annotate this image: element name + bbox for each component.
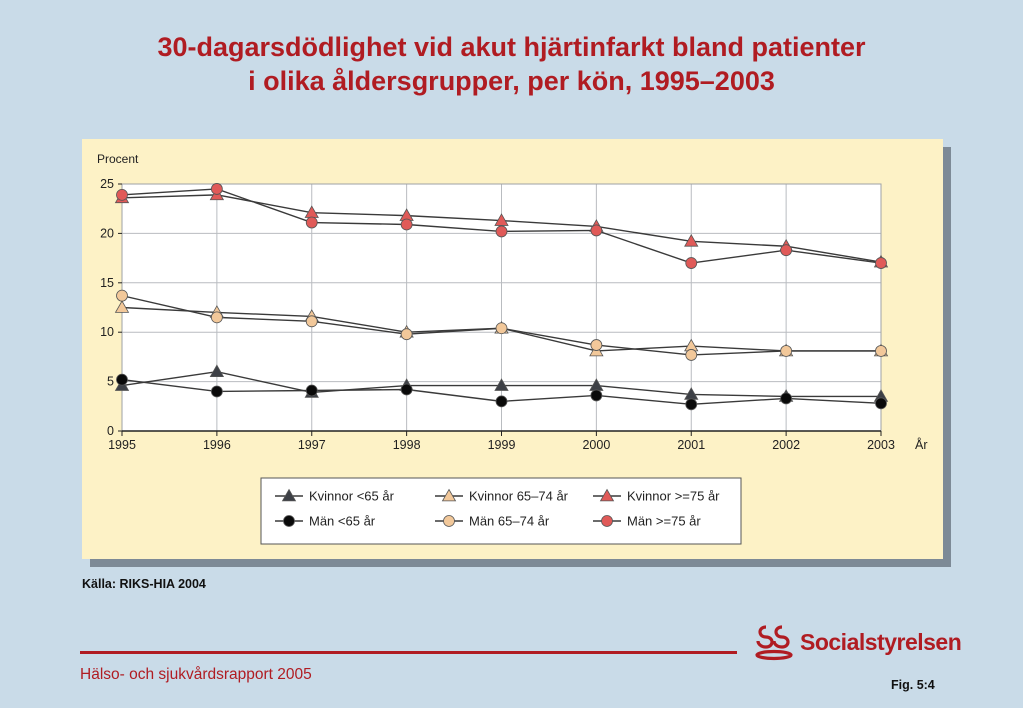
series-3-point [590,389,603,402]
socialstyrelsen-logo: Socialstyrelsen [752,617,962,661]
x-tick-label: 1996 [203,438,231,452]
logo-emblem-icon [755,625,793,661]
series-5-point [590,224,603,237]
legend-label: Kvinnor 65–74 år [469,489,569,504]
series-3-point [875,397,887,410]
title-line-2: i olika åldersgrupper, per kön, 1995–200… [248,66,775,96]
page-title: 30-dagarsdödlighet vid akut hjärtinfarkt… [0,30,1023,98]
footer-report-title: Hälso- och sjukvårdsrapport 2005 [80,666,312,683]
x-tick-label: 1998 [393,438,421,452]
y-tick-label: 10 [100,325,114,339]
series-4-point [400,328,413,341]
x-tick-label: 1999 [488,438,516,452]
series-5-point [305,216,318,229]
x-tick-label: 2001 [677,438,705,452]
x-tick-label: 1997 [298,438,326,452]
legend-label: Kvinnor >=75 år [627,489,720,504]
y-tick-label: 0 [107,424,114,438]
legend-marker [443,515,455,527]
legend-label: Män 65–74 år [469,514,550,529]
series-2-point [684,233,699,247]
series-5-point [875,257,887,269]
series-5-point [495,225,508,238]
series-5-point [780,244,793,257]
series-4-point [495,322,508,335]
y-tick-label: 15 [100,276,114,290]
series-4-point [875,345,887,357]
series-3-point [400,383,413,396]
series-1-point [114,300,130,313]
y-tick-label: 5 [107,375,114,389]
series-3-point [305,384,318,397]
y-tick-label: 25 [100,177,114,191]
x-axis-label: År [915,437,928,452]
series-5-point [116,188,128,201]
series-3-point [685,398,698,411]
series-4-point [780,345,793,357]
legend-label: Män >=75 år [627,514,701,529]
series-4-point [685,349,698,361]
legend-label: Kvinnor <65 år [309,489,395,504]
chart-panel: 0 5 10 15 20 25 1995 1996 1997 1998 1999 2000 2001 20… [82,139,943,559]
legend-marker [281,488,297,502]
series-0-point [494,378,509,391]
logo-text: Socialstyrelsen [800,629,962,655]
series-4-point [210,311,223,324]
x-tick-label: 2003 [867,438,895,452]
y-axis-label: Procent [97,152,139,166]
footer-divider [80,651,737,654]
x-tick-label: 2000 [582,438,610,452]
y-tick-label: 20 [100,226,114,240]
series-5-point [685,257,698,269]
series-5-point [210,183,223,195]
series-3-point [495,395,508,408]
x-tick-label: 1995 [108,438,136,452]
series-4-point [116,289,128,302]
legend-marker [283,515,295,527]
line-chart: 0 5 10 15 20 25 1995 1996 1997 1998 1999 2000 2001 20… [97,152,928,545]
series-4-point [305,315,318,328]
x-tick-label: 2002 [772,438,800,452]
series-4-point [590,339,603,351]
legend-marker [441,488,457,502]
figure-label: Fig. 5:4 [891,678,935,692]
series-5-point [400,218,413,231]
series-0-point [209,364,225,377]
legend-box [260,477,742,545]
source-note: Källa: RIKS-HIA 2004 [82,577,206,591]
legend-marker [601,515,613,527]
legend-label: Män <65 år [309,514,376,529]
title-line-1: 30-dagarsdödlighet vid akut hjärtinfarkt… [157,32,866,62]
series-2-point [494,213,509,226]
series-3-point [210,385,223,398]
legend-marker [599,488,615,502]
series-3-point [780,392,793,405]
series-3-point [116,373,128,386]
